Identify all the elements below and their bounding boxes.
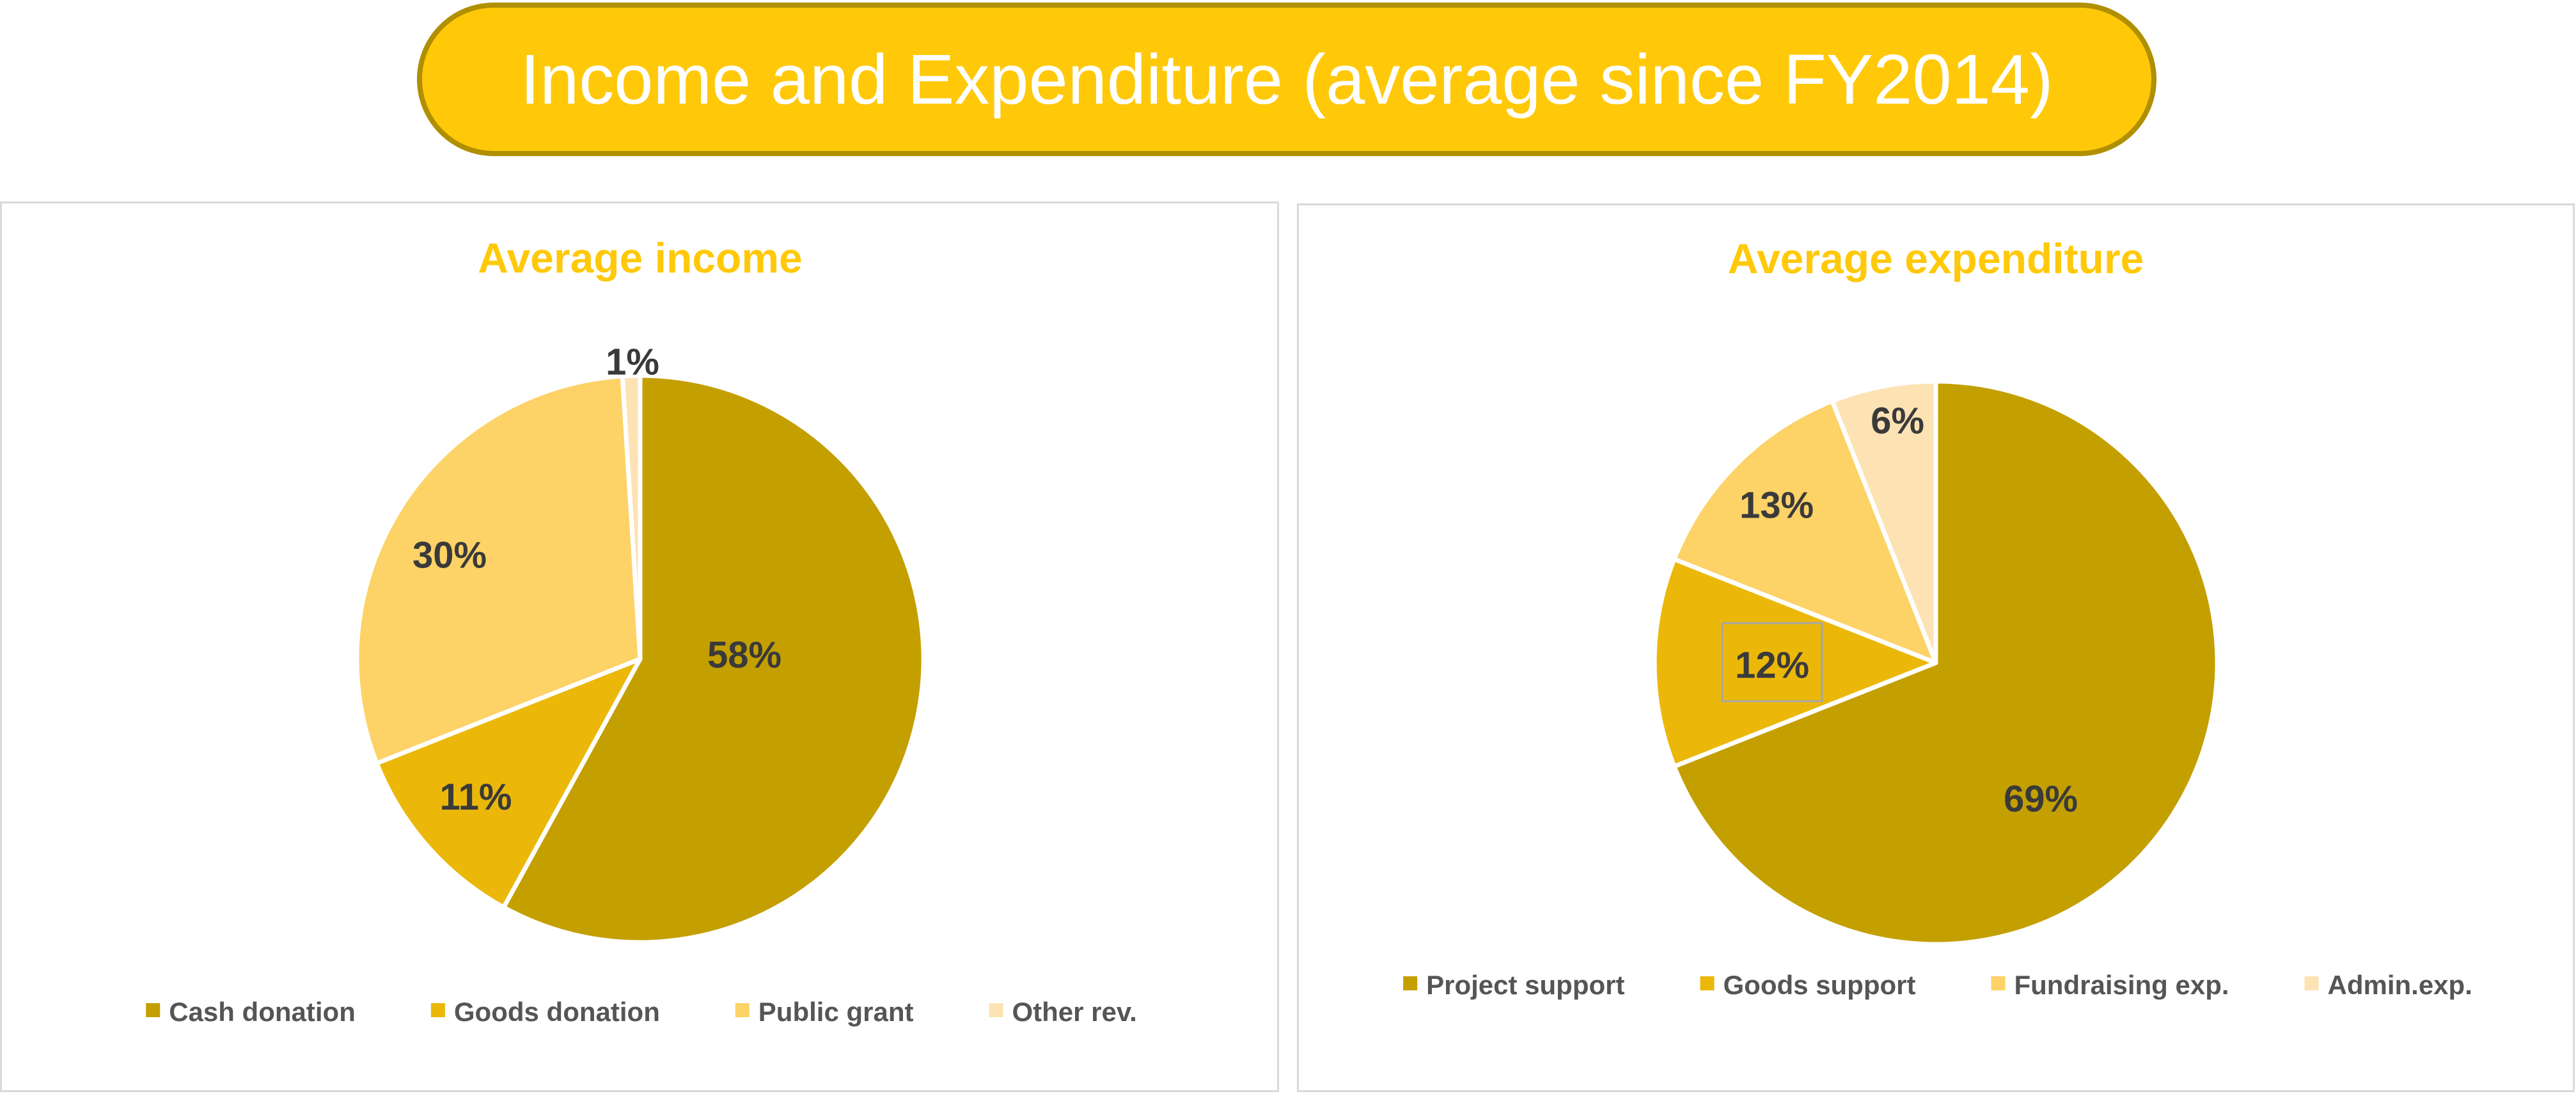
expenditure-legend-swatch-project-support [1403, 976, 1418, 990]
income-data-label-other-rev: 1% [606, 342, 659, 383]
expenditure-pie-chart: Average expenditure 69% 12% 13% 6% Project s… [1403, 235, 2472, 1000]
expenditure-slice-fundraising-exp [1672, 399, 1938, 665]
expenditure-slice-project-support [1672, 379, 2220, 947]
income-legend-swatch-other-rev [989, 1003, 1003, 1017]
income-slice-goods-donation [374, 656, 643, 910]
income-legend-swatch-goods-donation [430, 1003, 445, 1017]
expenditure-data-label-goods-support: 12% [1735, 645, 1809, 686]
expenditure-legend-item-admin-exp: Admin.exp. [2304, 970, 2472, 1000]
expenditure-legend-swatch-fundraising-exp [1991, 976, 2006, 990]
income-chart-title: Average income [478, 234, 802, 281]
expenditure-legend-label-project-support: Project support [1426, 970, 1624, 1000]
expenditure-chart-title: Average expenditure [1728, 235, 2144, 282]
income-slices [354, 373, 926, 945]
income-legend-label-public-grant: Public grant [758, 997, 914, 1027]
expenditure-legend-label-admin-exp: Admin.exp. [2328, 970, 2472, 1000]
expenditure-slice-goods-support [1652, 557, 1938, 769]
expenditure-data-label-admin-exp: 6% [1871, 400, 1924, 442]
income-legend: Cash donation Goods donation Public grant O… [146, 997, 1137, 1027]
income-legend-label-cash-donation: Cash donation [169, 997, 356, 1027]
income-slice-cash-donation [501, 373, 926, 945]
expenditure-legend-item-goods-support: Goods support [1700, 970, 1916, 1000]
income-legend-item-cash-donation: Cash donation [146, 997, 356, 1027]
expenditure-chart-panel: Average expenditure 69% 12% 13% 6% Project s… [1297, 203, 2575, 1092]
income-legend-swatch-public-grant [735, 1003, 750, 1017]
income-data-label-goods-donation: 11% [440, 777, 512, 818]
income-data-label-public-grant: 30% [412, 535, 487, 576]
expenditure-slice-admin-exp [1830, 379, 1938, 665]
expenditure-legend-swatch-goods-support [1700, 976, 1715, 990]
income-legend-swatch-cash-donation [146, 1003, 161, 1017]
expenditure-data-label-project-support: 69% [2004, 779, 2078, 820]
income-legend-item-other-rev: Other rev. [989, 997, 1137, 1027]
expenditure-data-label-fundraising-exp: 13% [1740, 485, 1814, 527]
expenditure-legend-item-project-support: Project support [1403, 970, 1624, 1000]
income-pie-chart: Average income 58% 11% 30% 1% Cash donation G… [146, 234, 1137, 1027]
expenditure-legend-swatch-admin-exp [2304, 976, 2319, 990]
income-data-label-cash-donation: 58% [707, 635, 781, 676]
income-legend-item-public-grant: Public grant [735, 997, 914, 1027]
expenditure-legend-label-fundraising-exp: Fundraising exp. [2014, 970, 2229, 1000]
income-legend-label-other-rev: Other rev. [1012, 997, 1137, 1027]
expenditure-legend-item-fundraising-exp: Fundraising exp. [1991, 970, 2229, 1000]
expenditure-legend-label-goods-support: Goods support [1724, 970, 1916, 1000]
income-slice-public-grant [354, 374, 643, 766]
expenditure-legend: Project support Goods support Fundraising … [1403, 970, 2472, 1000]
income-chart-panel: Average income 58% 11% 30% 1% Cash donation G… [0, 202, 1279, 1092]
income-slice-other-rev [620, 373, 643, 662]
expenditure-label-box-goods-support [1721, 622, 1823, 702]
income-legend-item-goods-donation: Goods donation [430, 997, 660, 1027]
expenditure-slices [1652, 379, 2220, 947]
income-legend-label-goods-donation: Goods donation [454, 997, 660, 1027]
page-banner: Income and Expenditure (average since FY… [417, 3, 2156, 156]
page-title: Income and Expenditure (average since FY… [520, 40, 2054, 119]
